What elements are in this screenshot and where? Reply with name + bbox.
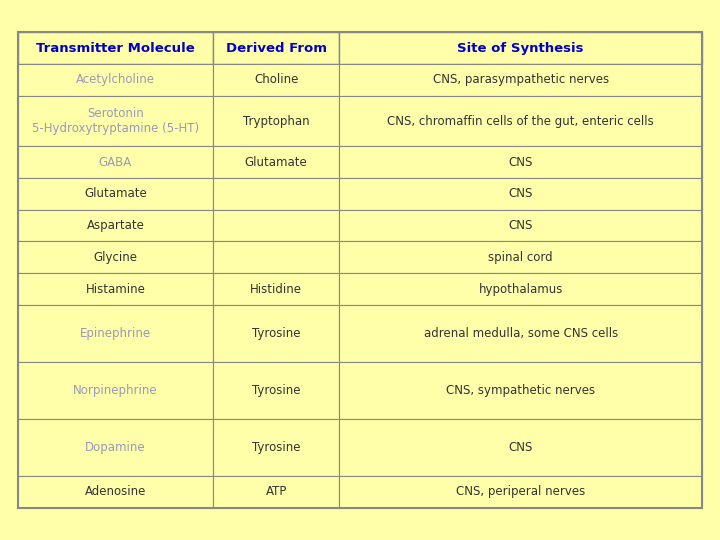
Text: Glycine: Glycine	[94, 251, 138, 264]
Bar	[18, 146, 213, 178]
Bar	[18, 64, 213, 96]
Text: CNS, chromaffin cells of the gut, enteric cells: CNS, chromaffin cells of the gut, enteri…	[387, 114, 654, 127]
Text: Glutamate: Glutamate	[84, 187, 147, 200]
Text: Choline: Choline	[254, 73, 298, 86]
Text: Glutamate: Glutamate	[245, 156, 307, 169]
Text: CNS, periperal nerves: CNS, periperal nerves	[456, 485, 585, 498]
Text: Aspartate: Aspartate	[86, 219, 145, 232]
Text: CNS, parasympathetic nerves: CNS, parasympathetic nerves	[433, 73, 609, 86]
Bar	[18, 305, 213, 362]
Bar	[213, 64, 340, 96]
Bar	[18, 476, 213, 508]
Text: Tryptophan: Tryptophan	[243, 114, 310, 127]
Text: Acetylcholine: Acetylcholine	[76, 73, 155, 86]
Bar	[340, 32, 702, 64]
Text: Transmitter Molecule: Transmitter Molecule	[36, 42, 195, 55]
Bar	[18, 273, 213, 305]
Text: CNS: CNS	[508, 219, 533, 232]
Bar	[18, 419, 213, 476]
Bar	[213, 210, 340, 241]
Text: CNS: CNS	[508, 187, 533, 200]
Text: Norpinephrine: Norpinephrine	[73, 384, 158, 397]
Bar	[213, 305, 340, 362]
Bar	[18, 241, 213, 273]
Text: Tyrosine: Tyrosine	[252, 441, 300, 454]
Bar	[213, 178, 340, 210]
Bar	[340, 305, 702, 362]
Bar	[340, 273, 702, 305]
Bar	[340, 64, 702, 96]
Bar	[213, 32, 340, 64]
Text: CNS: CNS	[508, 441, 533, 454]
Text: Tyrosine: Tyrosine	[252, 384, 300, 397]
Bar	[18, 32, 702, 508]
Text: spinal cord: spinal cord	[488, 251, 553, 264]
Text: CNS: CNS	[508, 156, 533, 169]
Bar	[340, 146, 702, 178]
Text: Adenosine: Adenosine	[85, 485, 146, 498]
Bar	[340, 178, 702, 210]
Bar	[340, 476, 702, 508]
Bar	[340, 96, 702, 146]
Bar	[340, 210, 702, 241]
Bar	[18, 362, 213, 419]
Text: Derived From: Derived From	[225, 42, 327, 55]
Bar	[18, 210, 213, 241]
Bar	[213, 146, 340, 178]
Text: Serotonin
5-Hydroxytryptamine (5-HT): Serotonin 5-Hydroxytryptamine (5-HT)	[32, 107, 199, 135]
Bar	[213, 96, 340, 146]
Bar	[213, 476, 340, 508]
Bar	[213, 419, 340, 476]
Bar	[18, 178, 213, 210]
Text: Histamine: Histamine	[86, 282, 145, 295]
Text: Tyrosine: Tyrosine	[252, 327, 300, 340]
Text: adrenal medulla, some CNS cells: adrenal medulla, some CNS cells	[423, 327, 618, 340]
Bar	[18, 96, 213, 146]
Text: Site of Synthesis: Site of Synthesis	[457, 42, 584, 55]
Text: Dopamine: Dopamine	[85, 441, 145, 454]
Text: ATP: ATP	[266, 485, 287, 498]
Text: Epinephrine: Epinephrine	[80, 327, 151, 340]
Bar	[340, 362, 702, 419]
Text: hypothalamus: hypothalamus	[479, 282, 563, 295]
Bar	[213, 273, 340, 305]
Bar	[213, 241, 340, 273]
Text: CNS, sympathetic nerves: CNS, sympathetic nerves	[446, 384, 595, 397]
Text: Histidine: Histidine	[251, 282, 302, 295]
Bar	[340, 241, 702, 273]
Bar	[340, 419, 702, 476]
Bar	[213, 362, 340, 419]
Bar	[18, 32, 213, 64]
Text: GABA: GABA	[99, 156, 132, 169]
